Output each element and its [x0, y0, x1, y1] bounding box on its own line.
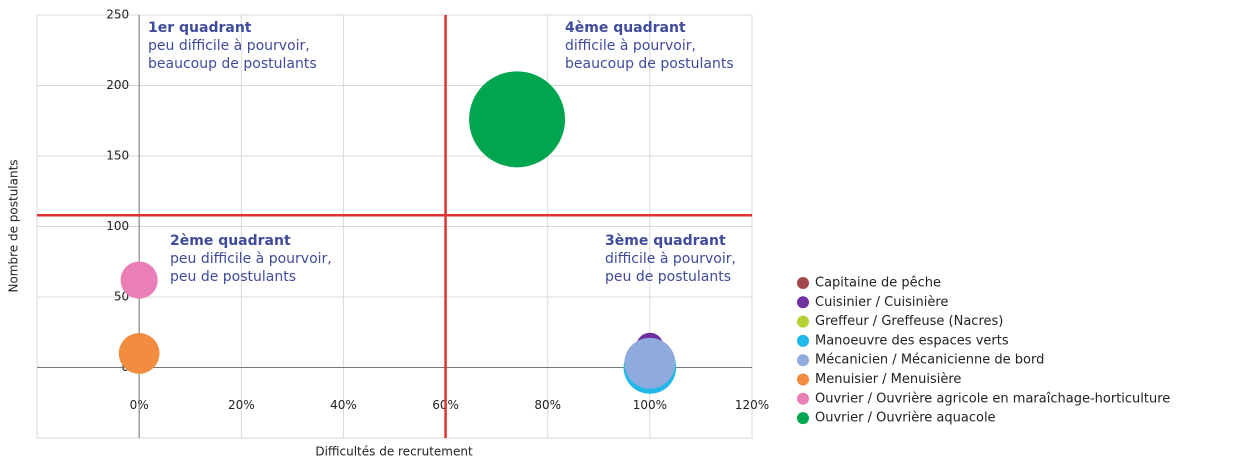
legend-marker: [797, 354, 809, 367]
legend-marker: [797, 392, 809, 405]
legend-marker: [797, 412, 809, 425]
annotation-text: difficile à pourvoir,: [605, 251, 736, 267]
annotation-title: 2ème quadrant: [170, 233, 291, 249]
bubble: [120, 261, 158, 299]
legend-label: Capitaine de pêche: [815, 276, 941, 291]
legend-label: Ouvrier / Ouvrière agricole en maraîchag…: [815, 391, 1170, 406]
legend-label: Menuisier / Menuisière: [815, 372, 961, 387]
legend-marker: [797, 315, 809, 328]
annotation-text: peu de postulants: [170, 269, 296, 285]
y-tick-label: 250: [106, 8, 129, 22]
legend-label: Manoeuvre des espaces verts: [815, 333, 1009, 348]
y-tick-label: 100: [106, 219, 129, 233]
bubble: [469, 71, 566, 168]
annotation-title: 1er quadrant: [148, 20, 252, 36]
annotation-text: difficile à pourvoir,: [565, 38, 696, 54]
x-tick-label: 40%: [330, 398, 357, 412]
y-axis-label: Nombre de postulants: [7, 159, 21, 292]
legend-marker: [797, 277, 809, 289]
x-tick-label: 20%: [228, 398, 255, 412]
legend-marker: [797, 373, 809, 386]
bubble: [624, 337, 676, 389]
y-tick-label: 150: [106, 149, 129, 163]
annotation-text: peu de postulants: [605, 269, 731, 285]
annotation-text: beaucoup de postulants: [565, 56, 734, 72]
annotation-text: beaucoup de postulants: [148, 56, 317, 72]
annotation-text: peu difficile à pourvoir,: [170, 251, 332, 267]
annotation-text: peu difficile à pourvoir,: [148, 38, 310, 54]
legend-label: Mécanicien / Mécanicienne de bord: [815, 353, 1044, 368]
annotation-title: 3ème quadrant: [605, 233, 726, 249]
x-axis-label: Difficultés de recrutement: [315, 445, 473, 459]
legend-label: Cuisinier / Cuisinière: [815, 295, 948, 310]
x-tick-label: 80%: [534, 398, 561, 412]
x-tick-label: 120%: [735, 398, 769, 412]
legend-label: Greffeur / Greffeuse (Nacres): [815, 314, 1003, 329]
legend-marker: [797, 296, 809, 309]
legend-marker: [797, 334, 809, 347]
annotation-title: 4ème quadrant: [565, 20, 686, 36]
y-tick-label: 50: [114, 290, 129, 304]
legend-label: Ouvrier / Ouvrière aquacole: [815, 411, 996, 426]
bubble: [118, 333, 160, 374]
y-tick-label: 200: [106, 78, 129, 92]
x-tick-label: 100%: [633, 398, 667, 412]
